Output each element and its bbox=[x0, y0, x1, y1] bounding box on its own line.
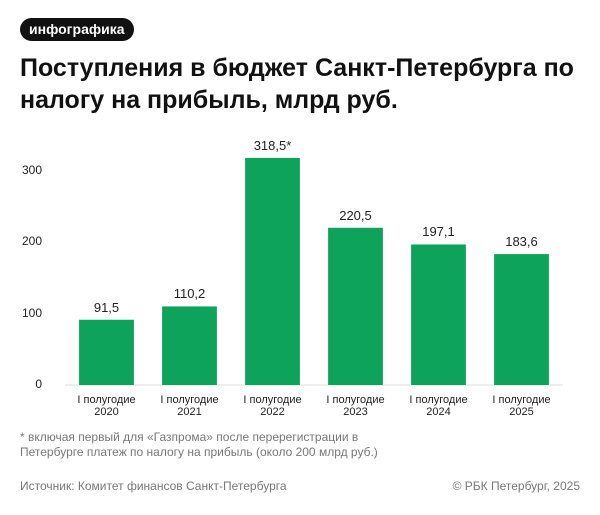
x-tick-label: I полугодие 2021 bbox=[160, 394, 219, 418]
x-tick-label: I полугодие 2025 bbox=[492, 394, 551, 418]
value-label: 197,1 bbox=[422, 224, 455, 240]
y-tick-label: 200 bbox=[21, 234, 42, 249]
x-tick-label: I полугодие 2022 bbox=[243, 394, 302, 418]
value-label: 183,6 bbox=[505, 234, 538, 250]
x-tick-label: I полугодие 2023 bbox=[326, 394, 385, 418]
bar bbox=[411, 244, 466, 385]
y-tick-label: 0 bbox=[35, 377, 42, 391]
value-label: 110,2 bbox=[173, 286, 206, 302]
badge: инфографика bbox=[20, 18, 134, 41]
x-tick-label: I полугодие 2020 bbox=[77, 394, 136, 418]
value-label: 220,5 bbox=[339, 207, 372, 223]
bar bbox=[162, 306, 217, 385]
bar bbox=[328, 227, 383, 385]
bar bbox=[79, 319, 134, 385]
bar bbox=[245, 157, 300, 385]
bar bbox=[494, 254, 549, 385]
source: Источник: Комитет финансов Санкт-Петербу… bbox=[20, 479, 287, 493]
value-label: 91,5 bbox=[93, 299, 120, 315]
chart-title: Поступления в бюджет Санкт-Петербурга по… bbox=[20, 54, 574, 114]
copyright: © РБК Петербург, 2025 bbox=[452, 479, 580, 493]
footnote: * включая первый для «Газпрома» после пе… bbox=[20, 430, 378, 459]
y-tick-label: 100 bbox=[21, 305, 42, 320]
y-tick-label: 300 bbox=[21, 163, 42, 178]
value-label: 318,5* bbox=[253, 137, 292, 153]
x-tick-label: I полугодие 2024 bbox=[409, 394, 468, 418]
